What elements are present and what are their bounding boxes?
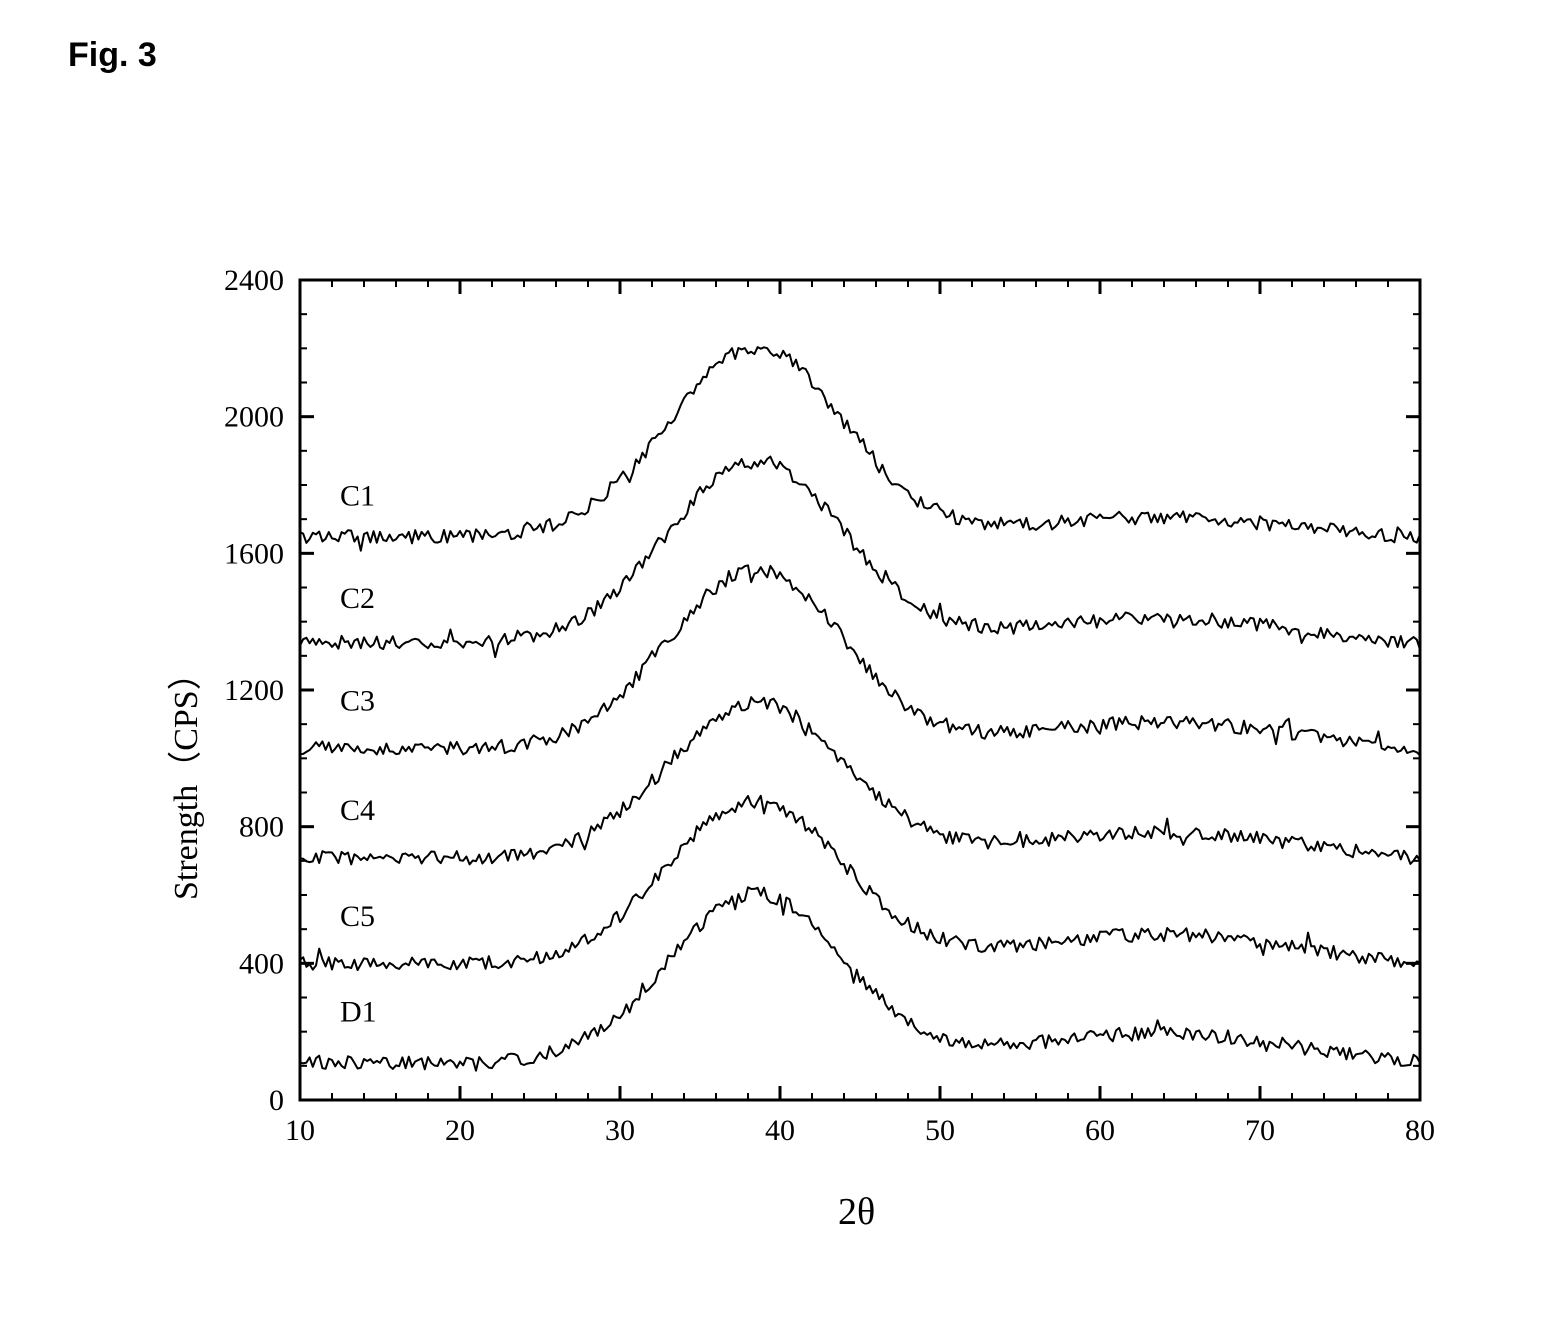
svg-text:800: 800 <box>239 811 284 844</box>
svg-text:80: 80 <box>1405 1114 1435 1147</box>
svg-text:50: 50 <box>925 1114 955 1147</box>
svg-text:2400: 2400 <box>224 264 284 297</box>
series-label-D1: D1 <box>340 995 377 1028</box>
svg-text:1200: 1200 <box>224 674 284 707</box>
svg-text:20: 20 <box>445 1114 475 1147</box>
svg-text:30: 30 <box>605 1114 635 1147</box>
series-label-C2: C2 <box>340 582 375 615</box>
series-label-C3: C3 <box>340 685 375 718</box>
svg-text:0: 0 <box>269 1084 284 1117</box>
series-D1 <box>300 887 1420 1070</box>
y-axis-label: Strength（CPS） <box>158 656 207 900</box>
series-C1 <box>300 347 1420 551</box>
x-axis-label: 2θ <box>838 1190 875 1234</box>
svg-text:400: 400 <box>239 947 284 980</box>
series-label-C4: C4 <box>340 794 375 827</box>
svg-text:1600: 1600 <box>224 537 284 570</box>
svg-text:70: 70 <box>1245 1114 1275 1147</box>
svg-text:10: 10 <box>285 1114 315 1147</box>
series-C4 <box>300 697 1420 864</box>
svg-text:40: 40 <box>765 1114 795 1147</box>
chart-svg: 102030405060708004008001200160020002400C… <box>130 260 1470 1280</box>
xrd-chart: 102030405060708004008001200160020002400C… <box>130 260 1470 1285</box>
series-C3 <box>300 565 1420 755</box>
figure-label: Fig. 3 <box>68 36 157 75</box>
series-label-C5: C5 <box>340 900 375 933</box>
series-C2 <box>300 457 1420 657</box>
svg-text:2000: 2000 <box>224 401 284 434</box>
svg-text:60: 60 <box>1085 1114 1115 1147</box>
series-C5 <box>300 796 1420 970</box>
series-label-C1: C1 <box>340 480 375 513</box>
